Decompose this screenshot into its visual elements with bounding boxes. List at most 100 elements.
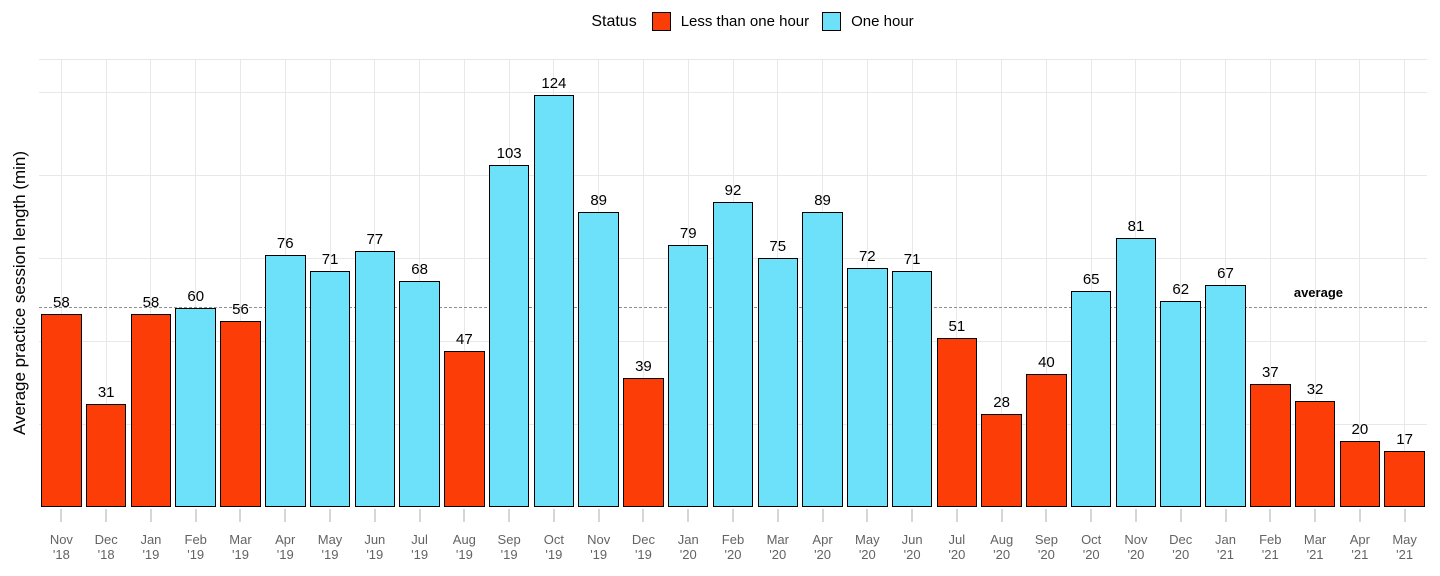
- x-tick-label: Aug '20: [990, 532, 1013, 562]
- x-tick-label: May '20: [855, 532, 880, 562]
- gridline-vertical: [1359, 59, 1361, 507]
- x-tick-label: Nov '20: [1124, 532, 1147, 562]
- bar-value-label: 103: [496, 145, 522, 163]
- x-tick-month: Sep: [497, 532, 521, 547]
- bar-value-label: 37: [1261, 364, 1279, 382]
- x-tick-year: '19: [590, 547, 608, 562]
- bar-nov-20: [1115, 238, 1157, 507]
- legend-label: Less than one hour: [680, 13, 810, 30]
- axis-tick: [239, 509, 242, 522]
- legend-label: One hour: [851, 13, 914, 30]
- x-tick-label: Jun '19: [364, 532, 385, 562]
- axis-tick: [866, 509, 869, 522]
- x-tick-month: Feb: [721, 532, 745, 547]
- x-tick-month: Mar: [1303, 532, 1327, 547]
- bar-value-label: 79: [679, 224, 697, 242]
- gridline-vertical: [150, 59, 152, 507]
- x-tick-year: '21: [1261, 547, 1279, 562]
- bar-value-label: 75: [769, 238, 787, 255]
- x-tick-month: Feb: [184, 532, 207, 547]
- bar-value-label: 67: [1217, 264, 1234, 282]
- x-tick-month: Aug: [990, 532, 1014, 547]
- bar-value-label: 71: [321, 251, 339, 269]
- x-tick-label: Nov '18: [50, 532, 73, 562]
- axis-tick: [463, 509, 466, 522]
- x-tick-month: Dec: [94, 532, 118, 547]
- bar-value-label: 72: [858, 247, 876, 265]
- x-tick-label: Feb '21: [1259, 532, 1281, 562]
- x-tick-month: Apr: [275, 532, 296, 547]
- axis-tick: [732, 509, 734, 522]
- x-tick-month: Jul: [411, 532, 428, 547]
- gridline-vertical: [1404, 59, 1406, 507]
- legend-item-less-than-one-hour: Less than one hour: [651, 12, 810, 31]
- axis-tick: [597, 509, 600, 522]
- plot-panel: 58 31 58 60 56 76 71 77 68 47 103 124 89 39 79 92 75 89 72…: [39, 59, 1427, 507]
- axis-tick: [1224, 509, 1227, 522]
- bar-mar-20: [757, 258, 799, 507]
- x-tick-year: '19: [142, 547, 160, 562]
- x-tick-label: Jul '20: [948, 532, 965, 562]
- x-tick-month: Nov: [49, 532, 73, 547]
- x-tick-year: '20: [903, 547, 921, 562]
- bar-value-label: 58: [53, 294, 70, 312]
- x-tick-label: May '19: [318, 532, 343, 562]
- x-tick-year: '18: [52, 547, 70, 562]
- x-tick-year: '20: [1172, 547, 1190, 562]
- x-tick-month: May: [317, 532, 343, 547]
- x-tick-label: Dec '18: [95, 532, 118, 562]
- bar-value-label: 92: [724, 181, 742, 199]
- x-tick-label: Apr '19: [275, 532, 295, 562]
- axis-tick: [60, 509, 63, 522]
- bar-value-label: 28: [993, 394, 1010, 412]
- x-tick-month: Oct: [543, 532, 565, 547]
- gridline-vertical: [105, 59, 107, 507]
- x-tick-month: Jun: [901, 532, 923, 547]
- legend-swatch-one-hour: [822, 12, 842, 31]
- average-line-label: average: [1293, 284, 1343, 300]
- x-tick-month: Oct: [1081, 532, 1102, 547]
- axis-tick: [642, 509, 645, 522]
- axis-tick: [508, 509, 511, 522]
- gridline-vertical: [956, 59, 958, 507]
- x-tick-month: Sep: [1034, 532, 1058, 547]
- x-tick-year: '19: [545, 547, 563, 562]
- x-tick-label: Dec '20: [1169, 532, 1192, 562]
- gridline-vertical: [1225, 59, 1227, 507]
- axis-tick: [373, 509, 376, 522]
- axis-tick: [552, 509, 555, 522]
- bar-oct-19: [533, 95, 575, 507]
- x-tick-month: Mar: [229, 532, 252, 547]
- bar-aug-19: [444, 350, 485, 507]
- x-tick-month: Feb: [1259, 532, 1282, 547]
- bar-oct-20: [1070, 291, 1112, 507]
- x-tick-year: '20: [679, 547, 697, 562]
- bar-may-19: [309, 271, 351, 507]
- bar-jul-20: [936, 337, 978, 507]
- x-tick-year: '19: [500, 547, 518, 562]
- x-tick-month: Jan: [140, 532, 162, 547]
- x-tick-month: Nov: [587, 532, 611, 547]
- gridline-vertical: [1045, 59, 1047, 507]
- gridline-vertical: [1090, 59, 1092, 507]
- x-tick-label: Jan '21: [1215, 532, 1236, 562]
- legend-title: Status: [591, 12, 637, 30]
- x-tick-label: Mar '20: [767, 532, 789, 562]
- bar-apr-19: [265, 254, 306, 507]
- axis-tick: [329, 509, 332, 522]
- bar-apr-21: [1339, 440, 1381, 507]
- bar-nov-19: [578, 211, 619, 507]
- bar-value-label: 31: [97, 384, 115, 402]
- bar-value-label: 65: [1082, 271, 1100, 289]
- axis-tick: [1358, 509, 1361, 522]
- x-tick-year: '20: [1127, 547, 1145, 562]
- x-tick-year: '19: [231, 547, 249, 562]
- x-tick-year: '19: [411, 547, 429, 562]
- bar-sep-20: [1026, 374, 1067, 507]
- axis-tick: [1269, 509, 1272, 522]
- x-tick-year: '20: [1037, 547, 1055, 562]
- bar-feb-21: [1250, 384, 1291, 507]
- bar-value-label: 17: [1396, 430, 1413, 448]
- bar-value-label: 40: [1038, 354, 1055, 372]
- axis-tick: [284, 509, 287, 522]
